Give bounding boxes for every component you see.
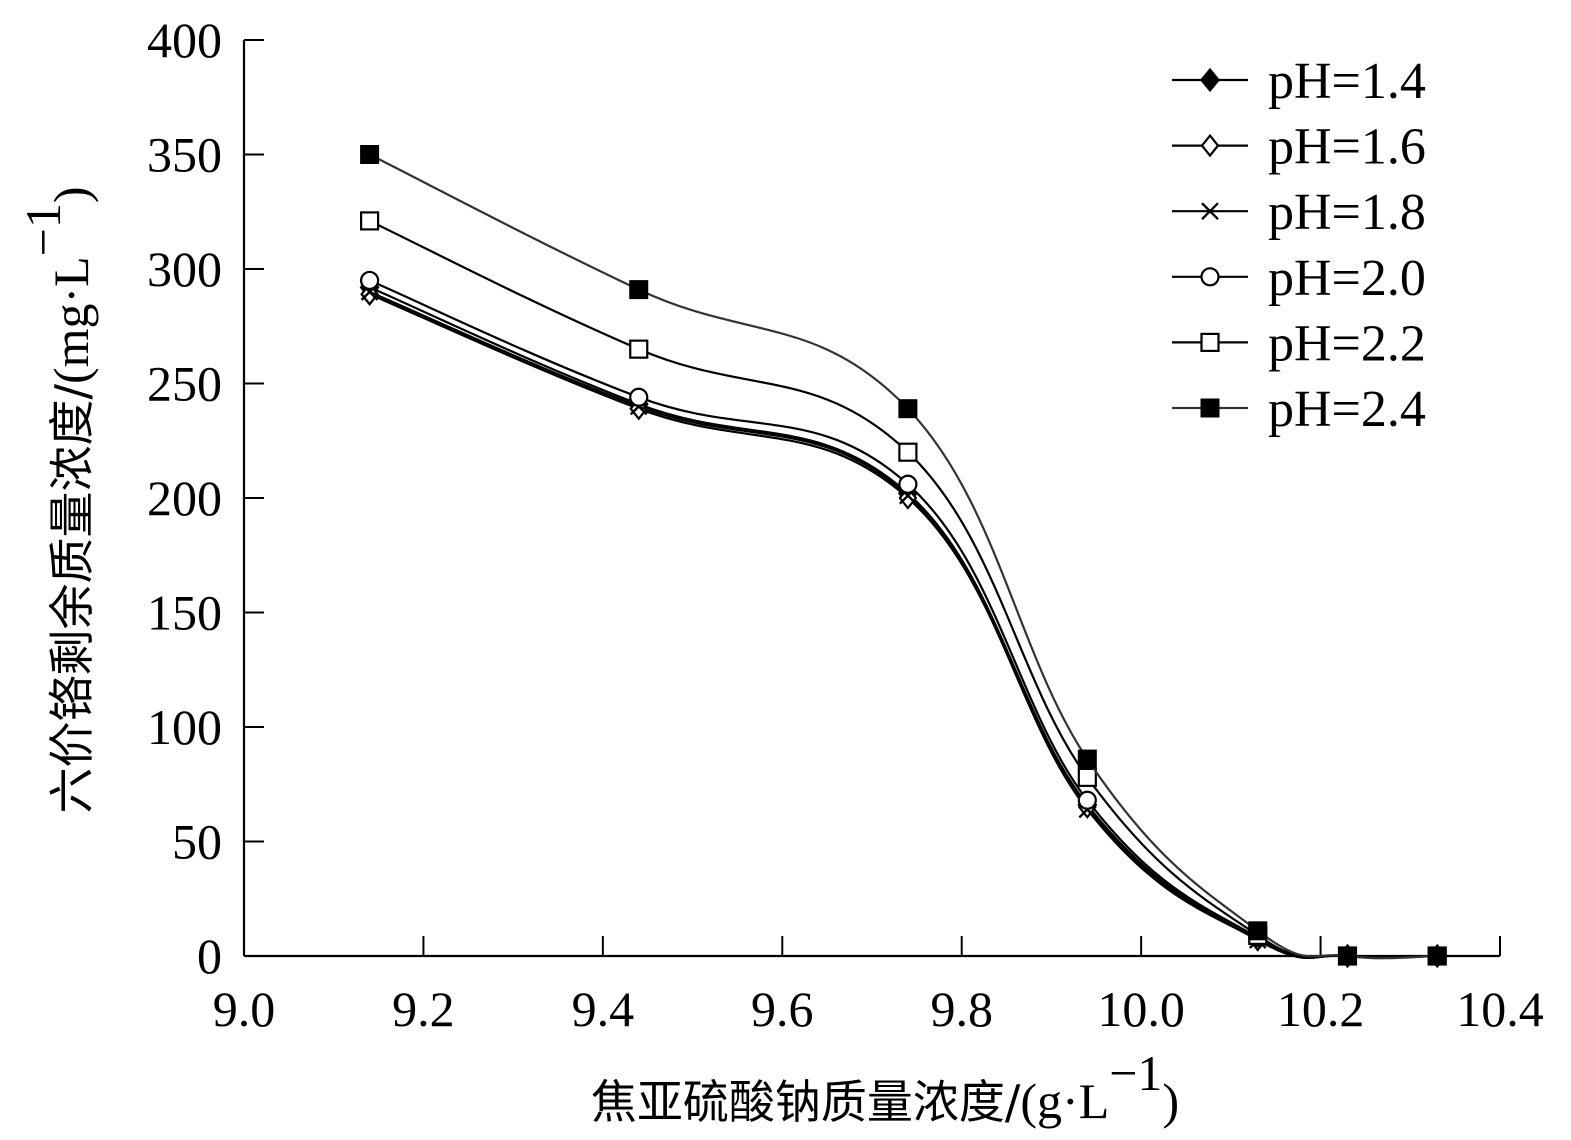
data-point (1337, 946, 1357, 966)
data-point (898, 442, 918, 462)
y-tick-label: 50 (172, 814, 222, 870)
y-tick-label: 350 (147, 127, 222, 183)
y-tick-label: 300 (147, 241, 222, 297)
data-point (898, 474, 918, 494)
x-tick-label: 10.4 (1456, 981, 1544, 1037)
legend-entry: pH=2.4 (1172, 381, 1426, 438)
y-tick-label: 400 (147, 12, 222, 68)
x-tick-label: 9.8 (930, 981, 993, 1037)
legend-entry: pH=1.4 (1172, 53, 1426, 110)
legend-label: pH=1.8 (1268, 184, 1426, 241)
data-point (1077, 749, 1097, 769)
x-tick-label: 9.6 (751, 981, 814, 1037)
data-point (1248, 921, 1268, 941)
data-point (629, 387, 649, 407)
series-pH=1.4 (359, 275, 1448, 969)
data-point (1077, 767, 1097, 787)
data-point (629, 280, 649, 300)
series-pH=2.0 (360, 270, 1447, 966)
legend-marker (1200, 67, 1220, 93)
y-axis-title: 六价铬剩余质量浓度/(mg·L−1) (15, 186, 99, 813)
legend-entry: pH=1.8 (1172, 184, 1426, 241)
axes: 9.0 9.2 9.4 9.6 9.8 10.0 10.2 10.4 0 50 100 150 200 2… (147, 12, 1544, 1037)
data-point (898, 399, 918, 419)
x-tick-label: 9.2 (392, 981, 455, 1037)
legend-marker (1200, 267, 1220, 287)
legend: pH=1.4 pH=1.6 pH=1.8 pH=2.0 pH=2.2 pH=2.4 (1172, 53, 1426, 438)
legend-entry: pH=1.6 (1172, 119, 1426, 176)
legend-label: pH=2.0 (1268, 250, 1426, 307)
y-tick-label: 200 (147, 470, 222, 526)
x-tick-label: 10.2 (1277, 981, 1365, 1037)
series-pH=2.4 (360, 145, 1447, 966)
legend-marker (1201, 202, 1219, 221)
legend-label: pH=1.4 (1268, 53, 1426, 110)
x-tick-label: 10.0 (1097, 981, 1185, 1037)
data-point (629, 339, 649, 359)
y-tick-label: 100 (147, 699, 222, 755)
legend-marker (1200, 332, 1220, 352)
data-point (1077, 790, 1097, 810)
legend-label: pH=1.6 (1268, 119, 1426, 176)
series-layer (359, 145, 1448, 969)
legend-entry: pH=2.2 (1172, 315, 1426, 372)
legend-label: pH=2.2 (1268, 315, 1426, 372)
y-tick-label: 150 (147, 585, 222, 641)
data-point (360, 270, 380, 291)
x-tick-label: 9.0 (213, 981, 276, 1037)
y-tick-label: 0 (197, 928, 222, 984)
legend-entry: pH=2.0 (1172, 250, 1426, 307)
series-line (369, 153, 1438, 960)
legend-marker (1200, 133, 1220, 158)
x-tick-label: 9.4 (572, 981, 635, 1037)
x-axis-title: 焦亚硫酸钠质量浓度/(g·L−1) (591, 1045, 1179, 1129)
data-point (1427, 946, 1447, 966)
legend-marker (1200, 398, 1220, 418)
legend-label: pH=2.4 (1268, 381, 1426, 438)
data-point (360, 145, 380, 164)
y-tick-label: 250 (147, 356, 222, 412)
data-point (360, 211, 380, 231)
